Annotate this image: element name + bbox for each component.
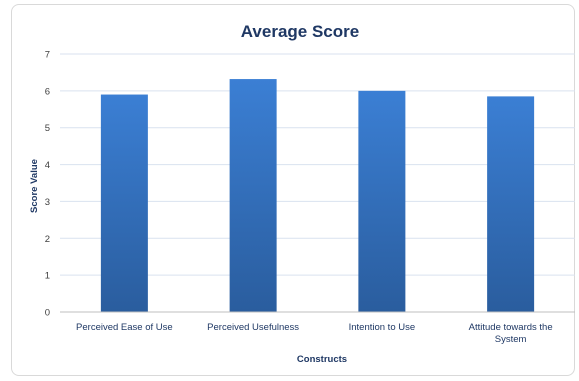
- y-tick-label: 4: [45, 160, 50, 171]
- y-axis-title: Score Value: [29, 159, 40, 213]
- y-tick-label: 6: [45, 86, 50, 97]
- x-category-label: Perceived Ease of Use: [76, 322, 173, 333]
- x-axis-categories: Perceived Ease of Use Perceived Usefulnes…: [76, 322, 553, 345]
- y-tick-label: 7: [45, 50, 50, 61]
- x-category-label: Intention to Use: [349, 322, 416, 333]
- bar: [358, 90, 406, 312]
- chart-title: Average Score: [241, 22, 359, 41]
- bar: [487, 96, 535, 312]
- bars: [100, 79, 535, 313]
- x-category-label: Attitude towards the System: [469, 322, 553, 345]
- x-category-label: Perceived Usefulness: [207, 322, 299, 333]
- y-tick-label: 2: [45, 234, 50, 245]
- y-tick-label: 3: [45, 197, 50, 208]
- bar: [229, 79, 277, 312]
- y-tick-label: 5: [45, 123, 50, 134]
- bar: [100, 94, 148, 313]
- y-tick-label: 1: [45, 271, 50, 282]
- x-axis-title: Constructs: [297, 354, 347, 365]
- y-tick-label: 0: [45, 308, 50, 319]
- y-axis-ticks: 0 1 2 3 4 5 6 7: [45, 50, 50, 319]
